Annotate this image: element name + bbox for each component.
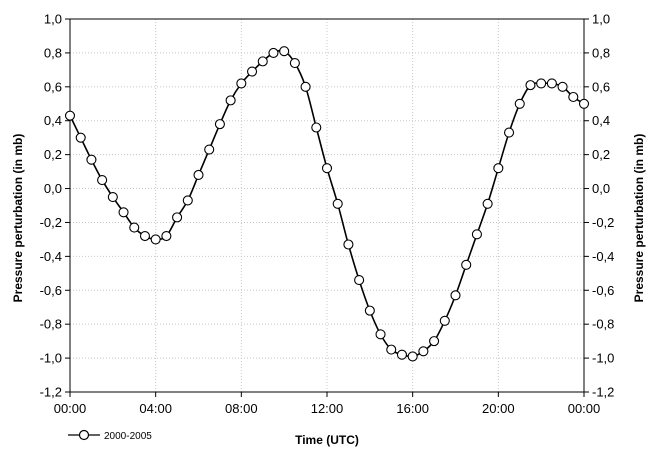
data-point bbox=[568, 91, 579, 103]
data-point bbox=[225, 95, 236, 106]
data-point bbox=[503, 127, 515, 138]
y-tick-label-left: 0,4 bbox=[44, 113, 62, 128]
data-point bbox=[439, 315, 450, 326]
y-tick-label-right: 0,8 bbox=[592, 45, 610, 60]
data-point bbox=[86, 154, 97, 165]
data-point bbox=[343, 239, 354, 250]
data-point bbox=[557, 81, 568, 92]
y-tick-label-right: -0,6 bbox=[592, 283, 614, 298]
data-point bbox=[482, 198, 493, 209]
y-tick-label-left: 1,0 bbox=[44, 12, 62, 27]
data-point bbox=[471, 229, 482, 240]
data-point bbox=[311, 122, 322, 133]
data-point bbox=[118, 207, 129, 218]
x-tick-label: 04:00 bbox=[139, 401, 172, 416]
data-point bbox=[429, 336, 440, 347]
data-point bbox=[461, 259, 472, 270]
data-point bbox=[64, 110, 76, 121]
y-tick-label-right: 0,6 bbox=[592, 79, 610, 94]
series-layer bbox=[64, 46, 590, 362]
data-point bbox=[236, 78, 247, 89]
data-point bbox=[546, 78, 557, 89]
data-point bbox=[246, 66, 258, 77]
data-point bbox=[129, 222, 140, 233]
data-point bbox=[418, 346, 429, 357]
y-tick-label-left: 0,6 bbox=[44, 79, 62, 94]
y-tick-label-left: -1,0 bbox=[40, 351, 62, 366]
y-tick-label-right: 0,2 bbox=[592, 147, 610, 162]
data-point bbox=[525, 80, 536, 91]
y-tick-label-left: -0,4 bbox=[40, 249, 62, 264]
data-point bbox=[300, 81, 311, 92]
x-tick-label: 12:00 bbox=[311, 401, 344, 416]
data-point bbox=[364, 305, 375, 316]
data-point bbox=[139, 230, 151, 242]
y-tick-label-right: -1,2 bbox=[592, 385, 614, 400]
data-point bbox=[407, 351, 418, 362]
y-axis-label-right: Pressure perturbation (in mb) bbox=[632, 134, 646, 303]
data-point bbox=[161, 230, 172, 242]
x-axis-label: Time (UTC) bbox=[295, 433, 359, 447]
y-tick-label-left: -0,8 bbox=[40, 317, 62, 332]
data-point bbox=[279, 46, 290, 57]
data-point bbox=[386, 344, 397, 355]
axis-ticks: -1,2 -1,2 -1,0 -1,0 -0,8 -0,8 -0,6 -0,6 -0,4 -0,4… bbox=[40, 12, 615, 417]
data-point bbox=[332, 198, 343, 209]
legend-label: 2000-2005 bbox=[104, 431, 152, 442]
y-tick-label-right: -0,2 bbox=[592, 215, 614, 230]
legend-marker-icon bbox=[78, 429, 90, 441]
data-point bbox=[536, 78, 547, 89]
y-tick-label-right: -1,0 bbox=[592, 351, 614, 366]
gridlines bbox=[70, 19, 584, 392]
data-point bbox=[182, 195, 193, 206]
y-tick-label-right: 0,0 bbox=[592, 181, 610, 196]
data-point bbox=[97, 175, 108, 186]
x-tick-label: 08:00 bbox=[225, 401, 258, 416]
data-point bbox=[289, 58, 300, 69]
y-tick-label-right: -0,8 bbox=[592, 317, 614, 332]
data-point bbox=[150, 234, 161, 245]
y-axis-label-left: Pressure perturbation (in mb) bbox=[11, 134, 25, 303]
x-tick-label: 00:00 bbox=[54, 401, 87, 416]
legend: 2000-2005 bbox=[68, 429, 152, 442]
y-tick-label-left: -1,2 bbox=[40, 385, 62, 400]
data-point bbox=[514, 98, 525, 109]
x-tick-label: 00:00 bbox=[568, 401, 601, 416]
data-point bbox=[268, 47, 279, 58]
data-point bbox=[321, 163, 333, 174]
data-point bbox=[214, 119, 225, 130]
y-tick-label-left: 0,2 bbox=[44, 147, 62, 162]
y-tick-label-left: 0,0 bbox=[44, 181, 62, 196]
data-point bbox=[354, 275, 365, 286]
data-point bbox=[578, 98, 590, 109]
x-tick-label: 20:00 bbox=[482, 401, 515, 416]
data-point bbox=[450, 290, 461, 301]
data-point bbox=[396, 349, 408, 360]
y-tick-label-right: -0,4 bbox=[592, 249, 614, 264]
data-point bbox=[204, 144, 215, 155]
x-tick-label: 16:00 bbox=[396, 401, 429, 416]
data-point bbox=[75, 132, 86, 143]
data-point bbox=[375, 329, 386, 340]
data-point bbox=[107, 191, 118, 203]
data-point bbox=[193, 169, 204, 181]
y-tick-label-left: -0,2 bbox=[40, 215, 62, 230]
y-tick-label-left: 0,8 bbox=[44, 45, 62, 60]
data-point bbox=[172, 212, 183, 223]
y-tick-label-left: -0,6 bbox=[40, 283, 62, 298]
data-point bbox=[493, 163, 504, 174]
data-point bbox=[257, 56, 268, 67]
y-tick-label-right: 0,4 bbox=[592, 113, 610, 128]
y-tick-label-right: 1,0 bbox=[592, 12, 610, 27]
